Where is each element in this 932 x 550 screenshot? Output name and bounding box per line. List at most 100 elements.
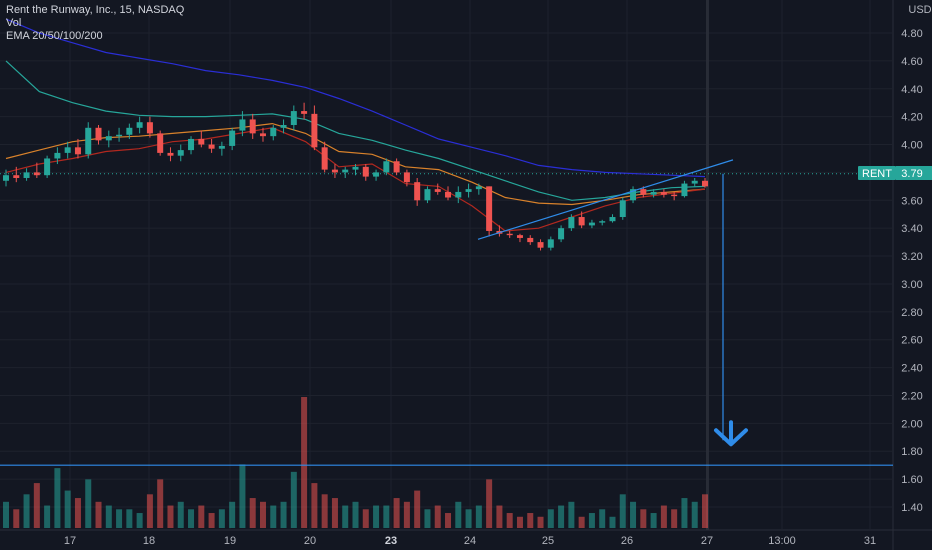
volume-bar: [146, 494, 153, 528]
drawings[interactable]: [0, 159, 893, 466]
candle-body: [609, 217, 616, 222]
price-axis[interactable]: 4.804.604.404.204.003.803.603.403.203.00…: [901, 28, 922, 514]
ema100-line: [5, 60, 706, 201]
candle-body: [301, 111, 308, 114]
candle-body: [424, 189, 431, 201]
volume-bar: [383, 505, 390, 528]
candle-body: [588, 222, 595, 226]
candle-body: [208, 144, 215, 149]
x-tick-label: 25: [542, 535, 554, 547]
ema50-line: [5, 122, 706, 206]
candle-body: [393, 161, 400, 173]
candle-body: [105, 136, 112, 141]
candle-body: [229, 130, 236, 146]
candle-body: [599, 221, 606, 223]
y-tick-label: 4.40: [901, 84, 922, 96]
volume-bar: [311, 483, 318, 528]
candle-body: [486, 186, 493, 231]
volume-bar: [301, 397, 308, 528]
down-arrow-icon[interactable]: [714, 428, 748, 447]
volume-indicator-label[interactable]: Vol: [6, 17, 22, 29]
volume-bar: [558, 505, 565, 528]
volume-bar: [352, 501, 359, 528]
chart-legend: Rent the Runway, Inc., 15, NASDAQ Vol EM…: [6, 4, 184, 43]
volume-bar: [516, 516, 523, 528]
candle-body: [445, 191, 452, 198]
volume-bar: [198, 505, 205, 528]
candle-body: [44, 158, 51, 176]
volume-bar: [650, 513, 657, 528]
candle-body: [311, 113, 318, 148]
ema-indicator-label[interactable]: EMA 20/50/100/200: [6, 30, 103, 42]
candle-body: [126, 127, 133, 135]
volume-bar: [393, 498, 400, 528]
candles: [3, 102, 708, 251]
candle-body: [702, 180, 708, 187]
volume-bar: [64, 490, 71, 528]
volume-bars: [3, 397, 708, 528]
candle-body: [660, 191, 667, 195]
volume-bar: [506, 513, 513, 528]
candle-body: [671, 194, 678, 197]
candle-body: [619, 200, 626, 218]
volume-bar: [321, 494, 328, 528]
candle-body: [547, 239, 554, 248]
candle-body: [13, 175, 20, 178]
candle-body: [54, 152, 61, 159]
x-tick-label: 18: [143, 535, 155, 547]
candle-body: [691, 180, 698, 184]
x-tick-label: 24: [464, 535, 476, 547]
volume-bar: [630, 501, 637, 528]
y-tick-label: 2.60: [901, 335, 922, 347]
price-tag-symbol: RENT: [862, 168, 892, 180]
candle-body: [352, 166, 359, 170]
y-tick-label: 3.60: [901, 195, 922, 207]
volume-bar: [259, 501, 266, 528]
volume-bar: [537, 516, 544, 528]
candle-body: [434, 189, 441, 192]
volume-bar: [74, 498, 81, 528]
candle-body: [516, 235, 523, 238]
candle-body: [630, 189, 637, 201]
candle-body: [681, 183, 688, 197]
candle-body: [95, 127, 102, 141]
x-tick-label: 23: [385, 535, 397, 547]
candle-body: [455, 191, 462, 198]
symbol-title[interactable]: Rent the Runway, Inc., 15, NASDAQ: [6, 4, 185, 16]
candle-body: [280, 125, 287, 128]
volume-bar: [208, 513, 215, 528]
volume-bar: [239, 464, 246, 528]
candle-body: [568, 217, 575, 229]
ema200-line: [5, 18, 706, 178]
rising-trendline[interactable]: [477, 159, 734, 240]
candle-body: [239, 119, 246, 131]
volume-bar: [136, 513, 143, 528]
x-tick-label: 13:00: [768, 535, 796, 547]
time-axis[interactable]: 17 18 19 20 23 24 25 26 27 13:00 31: [64, 535, 876, 547]
y-tick-label: 3.40: [901, 223, 922, 235]
candle-body: [403, 172, 410, 183]
ema-lines: [5, 18, 706, 232]
cursor-line: [706, 0, 709, 530]
volume-bar: [455, 501, 462, 528]
candle-body: [650, 191, 657, 195]
volume-bar: [188, 509, 195, 528]
ema20-line: [5, 127, 706, 232]
volume-bar: [23, 494, 30, 528]
candle-body: [465, 189, 472, 192]
y-tick-label: 2.40: [901, 363, 922, 375]
candle-body: [537, 242, 544, 248]
candle-body: [23, 172, 30, 178]
volume-bar: [44, 505, 51, 528]
y-tick-label: 1.40: [901, 502, 922, 514]
volume-bar: [660, 505, 667, 528]
volume-bar: [85, 479, 92, 528]
candle-body: [136, 122, 143, 128]
candle-body: [249, 119, 256, 134]
candle-body: [177, 150, 184, 156]
volume-bar: [3, 501, 9, 528]
candle-body: [270, 127, 277, 137]
volume-bar: [681, 498, 688, 528]
candle-body: [116, 134, 123, 137]
